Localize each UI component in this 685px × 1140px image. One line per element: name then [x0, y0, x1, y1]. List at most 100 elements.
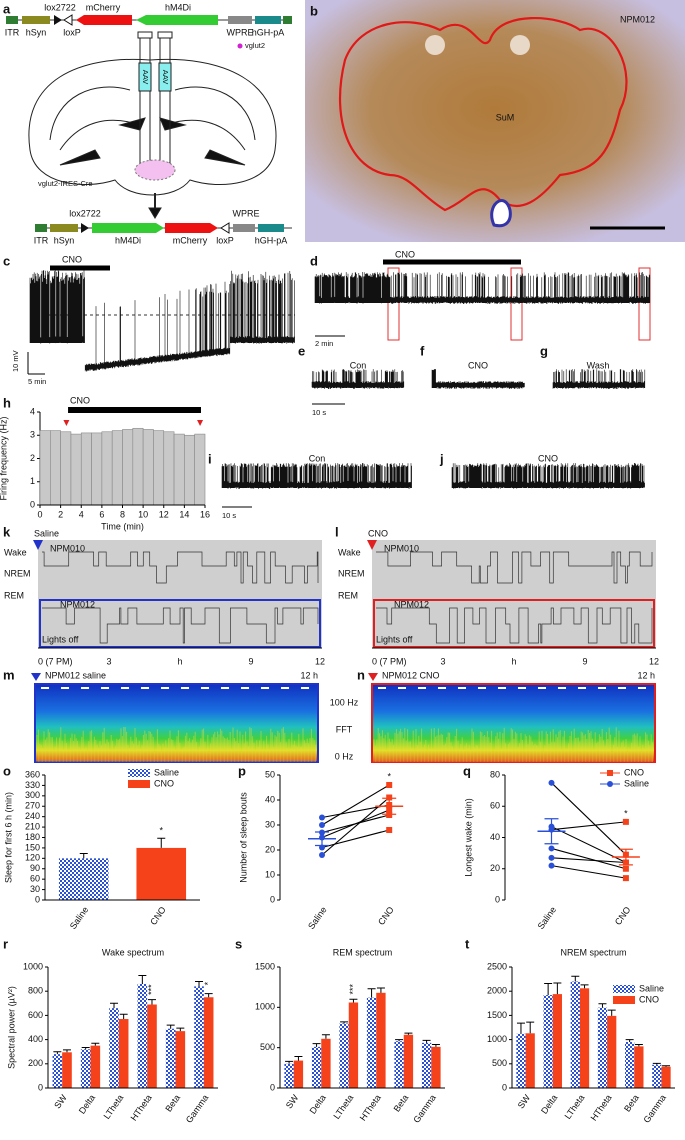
- bar: [80, 1049, 91, 1088]
- bar: [80, 432, 92, 506]
- error-bar: [526, 1021, 535, 1034]
- legend-label: Saline: [624, 778, 649, 788]
- scale-label: 10 mV: [11, 350, 20, 372]
- significance: *: [387, 771, 391, 781]
- light-marker: [498, 687, 506, 689]
- y-tick-label: 120: [25, 853, 40, 863]
- bar: [634, 1046, 644, 1088]
- bar: [90, 1045, 101, 1088]
- error-bar: [544, 982, 553, 996]
- scale-label: 5 min: [28, 377, 46, 386]
- error-bar: [340, 1021, 349, 1024]
- pair-line: [321, 784, 390, 826]
- x-tick-label: 12: [159, 509, 169, 519]
- scale-bars: [27, 259, 521, 508]
- hypnogram-trace: [376, 607, 653, 644]
- bar: [122, 429, 134, 506]
- bar: [321, 1038, 331, 1088]
- bar: [91, 432, 103, 506]
- point: [548, 779, 555, 786]
- y-tick-label: 2500: [487, 961, 507, 971]
- error-bar: [166, 1024, 175, 1029]
- hypnogram-bg: [38, 540, 322, 648]
- panel-label: a: [3, 1, 11, 16]
- light-marker: [538, 687, 546, 689]
- error-bar: [607, 1009, 616, 1016]
- bar: [570, 981, 580, 1088]
- x-tick-label: 10: [138, 509, 148, 519]
- panel-label: c: [3, 253, 10, 268]
- bar: [60, 431, 72, 506]
- trace-label: Wash: [587, 360, 610, 370]
- panel-label: e: [298, 343, 305, 358]
- light-marker: [241, 687, 249, 689]
- x-tick-label: 4: [79, 509, 84, 519]
- error-bar: [544, 818, 559, 845]
- error-bar: [119, 1013, 128, 1020]
- animal-id: NPM012: [60, 599, 95, 609]
- light-marker: [518, 687, 526, 689]
- light-marker: [281, 687, 289, 689]
- error-bar: [404, 1032, 413, 1035]
- light-marker: [378, 687, 386, 689]
- x-tick-label: 9: [248, 656, 253, 666]
- error-bar: [553, 982, 562, 995]
- y-axis-label: Number of sleep bouts: [238, 792, 248, 883]
- x-tick-label: Gamma: [641, 1093, 668, 1125]
- y-tick-label: 2000: [487, 986, 507, 996]
- treatment-label: CNO: [368, 528, 388, 538]
- x-tick-label: SW: [52, 1092, 69, 1110]
- marker: [31, 673, 41, 681]
- spectrogram: [371, 683, 656, 763]
- bar: [136, 847, 187, 900]
- animal-id: NPM012: [620, 14, 655, 24]
- construct-label: hM4Di: [115, 235, 141, 245]
- animal-id: NPM010: [384, 543, 419, 553]
- significance: ***: [348, 984, 358, 995]
- legend-label: CNO: [154, 778, 174, 788]
- bar: [552, 994, 562, 1088]
- bar: [62, 1052, 72, 1088]
- construct-label: hSyn: [26, 27, 47, 37]
- histology-image: [305, 0, 685, 242]
- construct-label: hGH-pA: [255, 235, 288, 245]
- injection-label: AAV: [161, 70, 170, 84]
- trace-label: Con: [309, 453, 326, 463]
- y-tick-label: 0: [38, 1082, 43, 1092]
- x-tick-label: LTheta: [102, 1093, 126, 1121]
- point: [548, 854, 555, 861]
- x-tick-label: Delta: [77, 1093, 97, 1116]
- bar: [525, 1033, 535, 1088]
- pair-line: [321, 797, 390, 856]
- panel-label: o: [3, 763, 11, 778]
- bar: [52, 1054, 63, 1088]
- light-marker: [638, 687, 646, 689]
- spectrogram: [34, 683, 319, 763]
- x-tick-label: 12: [315, 656, 325, 666]
- error-bar: [195, 981, 204, 987]
- error-bar: [618, 848, 633, 866]
- light-marker: [598, 687, 606, 689]
- error-bar: [376, 987, 385, 993]
- significance: *: [159, 826, 163, 836]
- construct-label: hSyn: [54, 235, 75, 245]
- point: [622, 865, 629, 872]
- bar: [50, 430, 61, 506]
- error-bar: [315, 831, 329, 847]
- error-bar: [431, 1043, 440, 1047]
- y-tick-label: 20: [490, 863, 500, 873]
- x-tick-label: Saline: [306, 905, 329, 931]
- light-marker: [618, 687, 626, 689]
- construct-label: ITR: [34, 235, 49, 245]
- chart-title: Wake spectrum: [102, 947, 164, 957]
- error-bar: [176, 1027, 185, 1032]
- bar: [403, 1034, 414, 1088]
- error-bar: [516, 1022, 525, 1034]
- spectrogram-texture: [36, 727, 317, 762]
- panel-label: j: [439, 451, 444, 466]
- error-bar: [147, 999, 156, 1005]
- y-tick-label: 20: [265, 844, 275, 854]
- bar: [153, 430, 165, 506]
- error-bar: [285, 1060, 294, 1064]
- error-bar: [580, 984, 589, 989]
